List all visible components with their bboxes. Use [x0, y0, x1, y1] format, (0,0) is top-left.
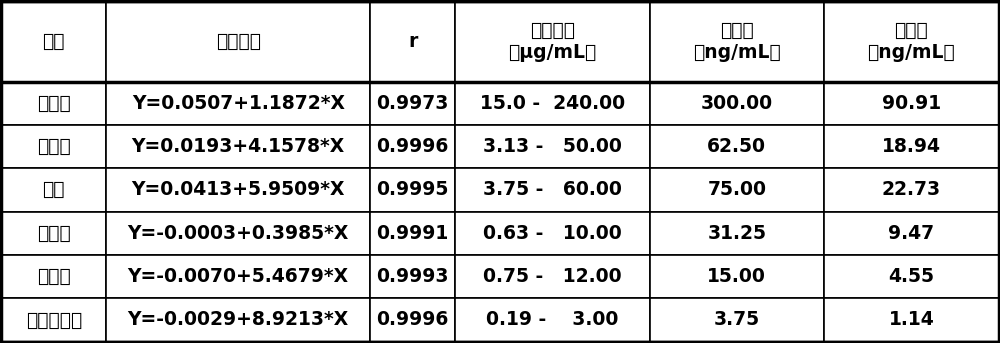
Bar [370, 125, 455, 168]
Bar [650, 82, 824, 125]
Text: 18.94: 18.94 [882, 137, 941, 156]
Text: 0.9996: 0.9996 [377, 310, 449, 329]
Text: 乙酰丁香酚: 乙酰丁香酚 [26, 310, 82, 329]
Text: Y=-0.0003+0.3985*X: Y=-0.0003+0.3985*X [128, 224, 349, 243]
Bar [1, 255, 106, 298]
Bar [455, 212, 650, 255]
Text: 15.0 -  240.00: 15.0 - 240.00 [480, 94, 625, 113]
Text: 9.47: 9.47 [888, 224, 934, 243]
Bar [106, 1, 370, 82]
Text: 0.19 -    3.00: 0.19 - 3.00 [486, 310, 619, 329]
Bar [824, 168, 999, 212]
Text: Y=0.0413+5.9509*X: Y=0.0413+5.9509*X [131, 180, 345, 199]
Text: 3.75: 3.75 [714, 310, 760, 329]
Bar [370, 1, 455, 82]
Text: 90.91: 90.91 [882, 94, 941, 113]
Bar [106, 255, 370, 298]
Bar [650, 1, 824, 82]
Bar [650, 168, 824, 212]
Text: 冰片: 冰片 [42, 180, 65, 199]
Bar [370, 82, 455, 125]
Bar [370, 298, 455, 342]
Bar [824, 298, 999, 342]
Text: 线性范围
（μg/mL）: 线性范围 （μg/mL） [508, 21, 596, 62]
Bar [824, 82, 999, 125]
Text: 薄荷醇: 薄荷醇 [37, 94, 71, 113]
Bar [455, 82, 650, 125]
Text: 0.9991: 0.9991 [377, 224, 449, 243]
Bar [824, 1, 999, 82]
Text: 定量限
（ng/mL）: 定量限 （ng/mL） [693, 21, 781, 62]
Text: 300.00: 300.00 [701, 94, 773, 113]
Bar [455, 255, 650, 298]
Bar [1, 212, 106, 255]
Bar [650, 298, 824, 342]
Text: r: r [408, 32, 417, 51]
Text: 4.55: 4.55 [888, 267, 934, 286]
Bar [106, 82, 370, 125]
Bar [455, 168, 650, 212]
Text: Y=0.0507+1.1872*X: Y=0.0507+1.1872*X [132, 94, 345, 113]
Bar [455, 125, 650, 168]
Bar [106, 212, 370, 255]
Bar [1, 125, 106, 168]
Text: 丁香酚: 丁香酚 [37, 267, 71, 286]
Text: 0.75 -   12.00: 0.75 - 12.00 [483, 267, 622, 286]
Bar [106, 125, 370, 168]
Bar [650, 255, 824, 298]
Bar [650, 212, 824, 255]
Bar [1, 82, 106, 125]
Text: 15.00: 15.00 [707, 267, 766, 286]
Text: 3.75 -   60.00: 3.75 - 60.00 [483, 180, 622, 199]
Text: 0.9995: 0.9995 [377, 180, 449, 199]
Bar [1, 298, 106, 342]
Bar [106, 298, 370, 342]
Bar [824, 255, 999, 298]
Bar [1, 1, 106, 82]
Text: 0.9993: 0.9993 [376, 267, 449, 286]
Text: Y=-0.0029+8.9213*X: Y=-0.0029+8.9213*X [128, 310, 349, 329]
Text: Y=0.0193+4.1578*X: Y=0.0193+4.1578*X [132, 137, 345, 156]
Bar [370, 212, 455, 255]
Text: 成分: 成分 [42, 32, 65, 51]
Text: Y=-0.0070+5.4679*X: Y=-0.0070+5.4679*X [128, 267, 349, 286]
Text: 31.25: 31.25 [707, 224, 766, 243]
Bar [650, 125, 824, 168]
Text: 0.9973: 0.9973 [377, 94, 449, 113]
Text: 茴香脑: 茴香脑 [37, 224, 71, 243]
Text: 75.00: 75.00 [707, 180, 766, 199]
Text: 0.63 -   10.00: 0.63 - 10.00 [483, 224, 622, 243]
Bar [370, 255, 455, 298]
Bar [1, 168, 106, 212]
Text: 62.50: 62.50 [707, 137, 766, 156]
Text: 1.14: 1.14 [888, 310, 934, 329]
Bar [370, 168, 455, 212]
Bar [455, 1, 650, 82]
Text: 回归方程: 回归方程 [216, 32, 261, 51]
Bar [455, 298, 650, 342]
Text: 异龙脑: 异龙脑 [37, 137, 71, 156]
Text: 检测限
（ng/mL）: 检测限 （ng/mL） [867, 21, 955, 62]
Text: 0.9996: 0.9996 [377, 137, 449, 156]
Bar [106, 168, 370, 212]
Bar [824, 125, 999, 168]
Bar [824, 212, 999, 255]
Text: 22.73: 22.73 [882, 180, 941, 199]
Text: 3.13 -   50.00: 3.13 - 50.00 [483, 137, 622, 156]
